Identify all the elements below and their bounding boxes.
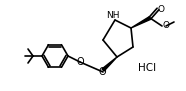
Text: HCl: HCl: [138, 63, 156, 73]
Text: O: O: [158, 5, 164, 14]
Text: NH: NH: [106, 10, 120, 19]
Text: O: O: [98, 67, 106, 77]
Text: O: O: [76, 57, 84, 67]
Text: O: O: [163, 21, 170, 30]
Polygon shape: [131, 17, 151, 28]
Polygon shape: [102, 57, 117, 71]
